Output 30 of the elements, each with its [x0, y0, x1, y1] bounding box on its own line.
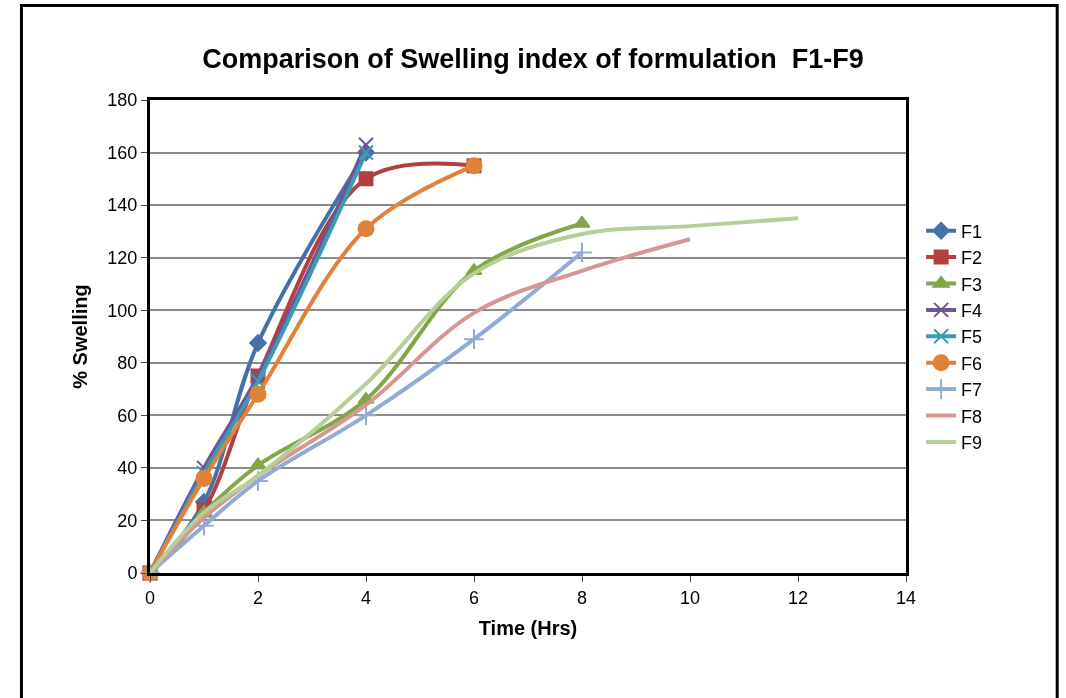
chart-title: Comparison of Swelling index of formulation F1-F9 — [202, 43, 864, 74]
x-tick-label: 8 — [576, 587, 588, 608]
x-tick-label: 14 — [895, 587, 917, 608]
y-tick-label: 100 — [107, 300, 138, 321]
x-tick-label: 6 — [468, 587, 480, 608]
x-tick-label: 10 — [679, 587, 701, 608]
legend-label: F3 — [961, 274, 983, 295]
x-tick-label: 4 — [360, 587, 372, 608]
legend-label: F4 — [961, 300, 983, 321]
y-tick-label: 0 — [127, 563, 138, 584]
y-tick-label: 160 — [107, 142, 138, 163]
y-tick-label: 180 — [107, 90, 138, 111]
y-tick-label: 80 — [117, 353, 138, 374]
legend-label: F2 — [961, 248, 983, 269]
legend-label: F7 — [961, 380, 983, 401]
x-tick-label: 2 — [252, 587, 264, 608]
y-tick-label: 20 — [117, 510, 138, 531]
y-tick-label: 120 — [107, 247, 138, 268]
legend-label: F6 — [961, 353, 983, 374]
x-axis-title: Time (Hrs) — [478, 617, 578, 640]
y-tick-label: 60 — [117, 405, 138, 426]
x-tick-label: 0 — [144, 587, 156, 608]
legend-label: F5 — [961, 327, 983, 348]
legend-label: F1 — [961, 221, 983, 242]
y-axis-title: % Swelling — [68, 284, 91, 389]
legend-label: F8 — [961, 406, 983, 427]
y-tick-label: 140 — [107, 195, 138, 216]
x-tick-label: 12 — [787, 587, 809, 608]
legend-label: F9 — [961, 432, 983, 453]
y-tick-label: 40 — [117, 458, 138, 479]
